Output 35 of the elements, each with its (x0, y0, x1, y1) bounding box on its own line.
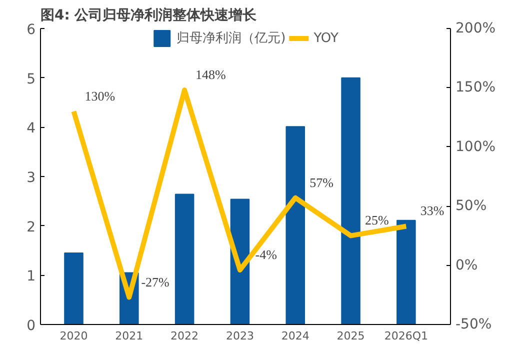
bar (341, 77, 360, 324)
data-label: 25% (365, 212, 390, 228)
y-tick-label: 2 (26, 219, 36, 236)
data-label: 148% (196, 67, 226, 82)
x-tick-label: 2022 (170, 330, 199, 342)
bar (64, 252, 84, 324)
bar (174, 194, 194, 324)
x-tick-label: 2024 (281, 330, 310, 342)
x-tick-label: 2023 (226, 330, 254, 342)
y-tick-label: 5 (26, 71, 36, 88)
chart-title: 图4: 公司归母净利润整体快速增长 (40, 6, 258, 24)
y2-tick-label: 100% (456, 138, 496, 155)
y2-tick-label: 0% (456, 257, 478, 274)
data-label: -4% (255, 247, 278, 262)
bar (286, 126, 306, 324)
x-tick-label: 2026Q1 (384, 330, 428, 342)
y-tick-label: 3 (26, 170, 36, 186)
bar (396, 220, 416, 324)
y-tick-label: 4 (26, 120, 36, 137)
x-tick-label: 2020 (60, 330, 88, 342)
y2-tick-label: 200% (456, 20, 496, 36)
legend-label: 归母净利润（亿元) (176, 30, 286, 47)
x-tick-label: 2021 (115, 330, 144, 342)
y-tick-label: 6 (26, 22, 36, 38)
data-label: 33% (420, 203, 444, 218)
x-tick-label: 2025 (336, 330, 365, 342)
y-tick-label: 1 (26, 268, 36, 285)
y2-tick-label: -50% (456, 316, 492, 332)
data-label: 57% (310, 174, 334, 190)
y2-tick-label: 50% (456, 198, 487, 214)
y2-tick-label: 150% (456, 80, 496, 96)
y-tick-label: 0 (26, 318, 36, 334)
legend-label: YOY (314, 30, 338, 46)
data-label: -27% (141, 274, 170, 290)
data-label: 130% (84, 88, 116, 104)
